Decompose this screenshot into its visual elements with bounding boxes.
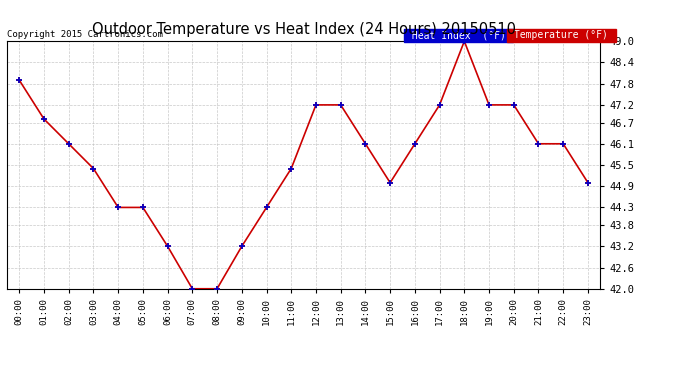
Text: Temperature (°F): Temperature (°F)	[509, 30, 614, 40]
Title: Outdoor Temperature vs Heat Index (24 Hours) 20150510: Outdoor Temperature vs Heat Index (24 Ho…	[92, 22, 515, 37]
Text: Heat Index  (°F): Heat Index (°F)	[406, 30, 511, 40]
Text: Copyright 2015 Cartronics.com: Copyright 2015 Cartronics.com	[7, 30, 163, 39]
